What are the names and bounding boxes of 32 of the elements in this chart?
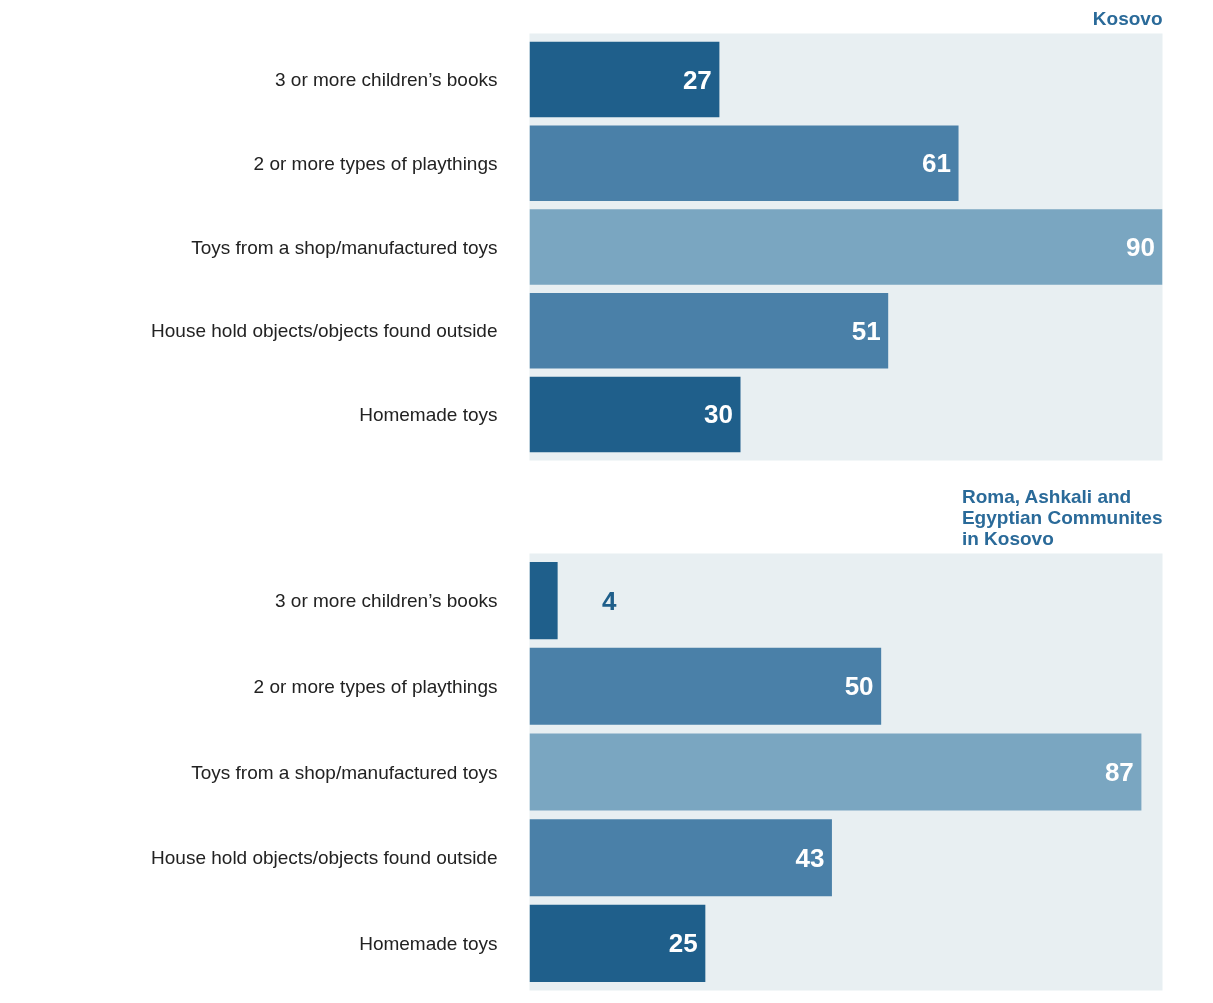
bar	[529, 125, 959, 201]
bar	[529, 293, 889, 369]
y-tick-label: 3 or more children’s books	[275, 590, 498, 612]
bar	[529, 376, 741, 453]
data-label: 50	[844, 671, 874, 702]
bar	[529, 733, 1142, 811]
data-label: 61	[922, 148, 951, 179]
data-label: 90	[1125, 232, 1155, 262]
data-label: 51	[851, 315, 881, 346]
data-label: 27	[682, 64, 712, 95]
bar	[529, 41, 720, 118]
data-label: 43	[795, 842, 825, 873]
y-tick-label: House hold objects/objects found outside	[151, 847, 498, 869]
y-tick-label: Toys from a shop/manufactured toys	[191, 761, 498, 783]
bar	[529, 209, 1163, 285]
y-tick-label: Homemade toys	[359, 932, 498, 954]
y-tick-label: Homemade toys	[359, 403, 498, 425]
y-tick-label: 3 or more children’s books	[275, 69, 498, 91]
bar	[529, 819, 832, 897]
data-label: 25	[668, 928, 698, 959]
data-label: 4	[601, 585, 617, 616]
y-tick-label: House hold objects/objects found outside	[151, 320, 498, 342]
y-tick-label: Toys from a shop/manufactured toys	[191, 236, 498, 258]
bar	[529, 647, 882, 725]
y-tick-label: 2 or more types of playthings	[253, 152, 498, 174]
chart-title: Roma, Ashkali and Egyptian Communites in Kosovo	[961, 485, 1163, 549]
data-label: 30	[703, 399, 733, 430]
y-tick-label: 2 or more types of playthings	[253, 675, 498, 697]
bar	[529, 904, 706, 982]
bar	[529, 562, 558, 640]
chart-title: Kosovo	[1092, 7, 1163, 29]
data-label: 87	[1104, 757, 1134, 787]
